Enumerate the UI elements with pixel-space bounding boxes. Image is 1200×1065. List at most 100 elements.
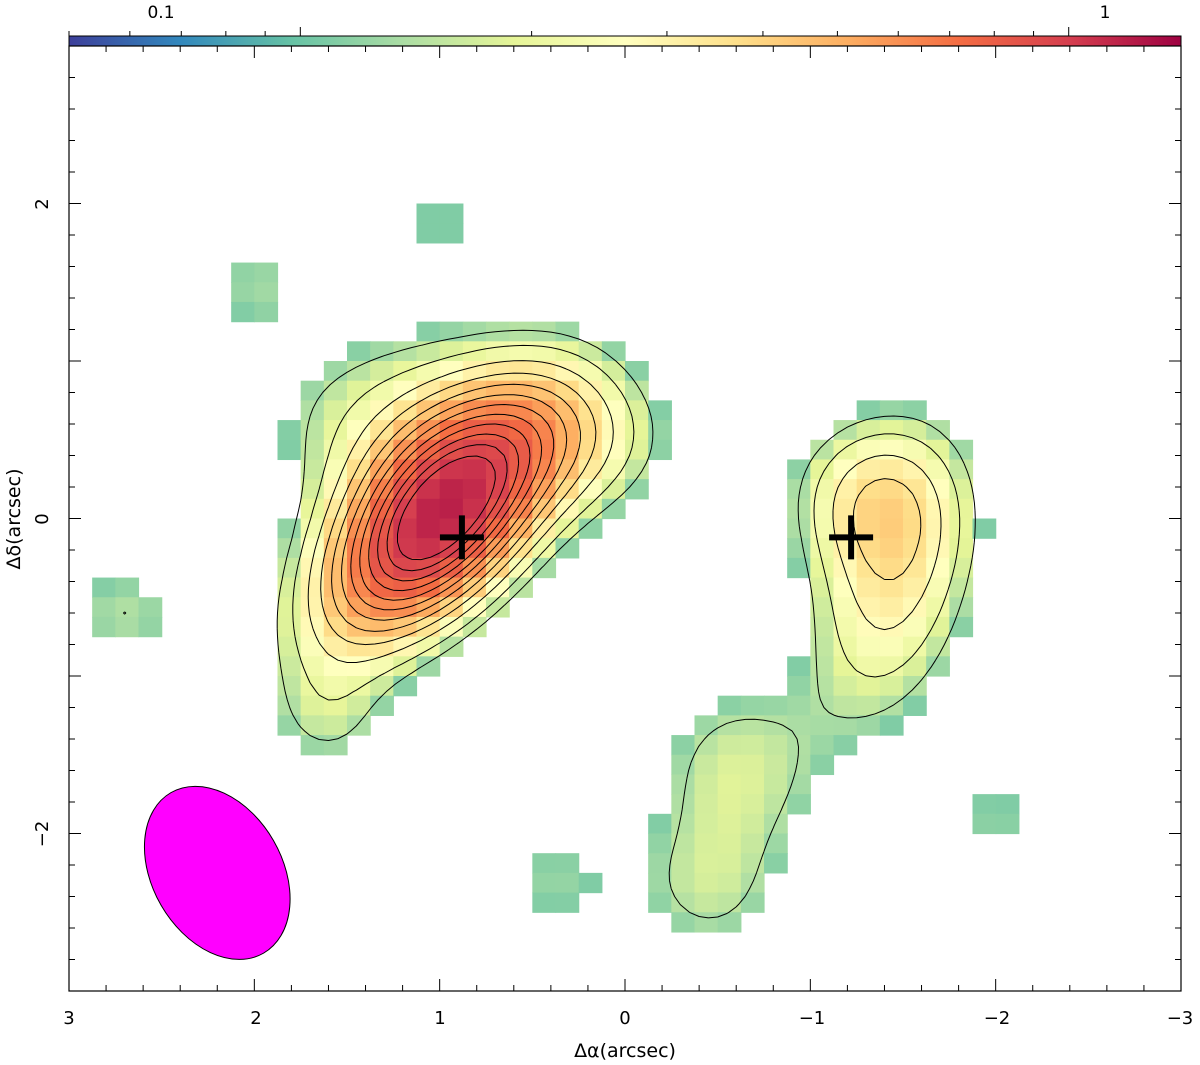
intensity-pixel (949, 597, 974, 618)
intensity-pixel (625, 459, 649, 480)
intensity-pixel (300, 380, 325, 401)
intensity-pixel (879, 420, 904, 441)
intensity-pixel (625, 479, 649, 500)
intensity-pixel (393, 341, 418, 362)
source-cross-marker (439, 515, 484, 560)
intensity-pixel (856, 656, 881, 677)
intensity-pixel (115, 597, 140, 618)
intensity-pixel (694, 715, 719, 736)
intensity-pixel (277, 518, 302, 539)
intensity-pixel (879, 616, 904, 638)
intensity-pixel (92, 577, 116, 598)
intensity-pixel (879, 459, 904, 480)
intensity-pixel (439, 321, 464, 342)
colorbar-tick-label: 0.1 (147, 3, 174, 23)
intensity-pixel (439, 518, 464, 539)
intensity-pixel (439, 616, 464, 638)
intensity-pixel (347, 695, 371, 716)
x-tick-label: 2 (250, 1008, 261, 1029)
intensity-pixel (323, 695, 348, 716)
intensity-pixel (671, 833, 696, 854)
intensity-pixel (671, 813, 696, 835)
intensity-pixel (856, 498, 881, 520)
intensity-pixel (323, 420, 348, 441)
intensity-pixel (856, 715, 881, 736)
intensity-pixel (833, 715, 858, 736)
intensity-pixel (764, 695, 788, 716)
intensity-pixel (555, 892, 580, 913)
axis-ticks (68, 45, 1182, 992)
intensity-pixel (671, 872, 696, 894)
y-axis: 2 0 −2 Δδ(arcsec) (3, 198, 53, 847)
intensity-pixel (810, 577, 835, 598)
intensity-pixel (416, 341, 441, 362)
intensity-pixel (486, 420, 510, 441)
intensity-pixel (810, 557, 835, 579)
intensity-pixel (903, 557, 927, 579)
intensity-pixel (486, 380, 510, 401)
intensity-pixel (926, 439, 950, 461)
intensity-pixel (694, 774, 719, 795)
intensity-pixel (138, 597, 163, 618)
intensity-pixel (810, 754, 835, 776)
intensity-pixel (416, 518, 441, 539)
intensity-pixel (717, 774, 742, 795)
intensity-pixel (323, 557, 348, 579)
intensity-pixel (347, 597, 371, 618)
contour-line (377, 433, 520, 582)
intensity-pixel (370, 380, 394, 401)
intensity-pixel (462, 577, 487, 598)
intensity-pixel (277, 676, 302, 697)
intensity-pixel (694, 833, 719, 854)
intensity-pixel (740, 754, 765, 776)
intensity-pixel (439, 636, 464, 657)
intensity-pixel (416, 400, 441, 421)
intensity-pixel (903, 400, 927, 421)
intensity-pixel (393, 538, 418, 559)
intensity-pixel (740, 813, 765, 835)
x-tick-label: 3 (63, 1008, 74, 1029)
intensity-pixel (509, 498, 533, 520)
intensity-pixel (486, 341, 510, 362)
intensity-pixel (532, 538, 557, 559)
intensity-pixel (764, 754, 788, 776)
intensity-pixel (903, 577, 927, 598)
intensity-pixel (740, 695, 765, 716)
intensity-pixel (509, 420, 533, 441)
intensity-pixel (601, 439, 626, 461)
intensity-pixel (509, 361, 533, 382)
intensity-pixel (393, 557, 418, 579)
intensity-pixel (300, 735, 325, 756)
contour-line (368, 423, 531, 592)
intensity-pixel (347, 498, 371, 520)
intensity-pixel (810, 735, 835, 756)
intensity-pixel (532, 361, 557, 382)
intensity-pixel (370, 538, 394, 559)
intensity-pixel (601, 498, 626, 520)
intensity-pixel (926, 656, 950, 677)
intensity-pixel (323, 577, 348, 598)
intensity-pixel (323, 616, 348, 638)
intensity-pixel (694, 853, 719, 874)
intensity-pixel (347, 538, 371, 559)
intensity-pixel (856, 400, 881, 421)
intensity-pixel (717, 912, 742, 933)
intensity-pixel (648, 400, 672, 421)
intensity-pixel (879, 479, 904, 500)
intensity-pixel (416, 361, 441, 382)
intensity-pixel (787, 754, 811, 776)
intensity-pixel (323, 400, 348, 421)
intensity-pixel (787, 479, 811, 500)
intensity-pixel (231, 301, 255, 323)
intensity-pixel (300, 479, 325, 500)
intensity-pixel (625, 400, 649, 421)
colorbar-strip (68, 35, 1182, 47)
intensity-pixel (949, 439, 974, 461)
intensity-pixel (717, 754, 742, 776)
intensity-pixel (833, 676, 858, 697)
intensity-pixel (578, 518, 603, 539)
intensity-pixel (555, 538, 580, 559)
contour-lines (123, 329, 976, 919)
intensity-pixel (601, 400, 626, 421)
intensity-pixel (601, 459, 626, 480)
